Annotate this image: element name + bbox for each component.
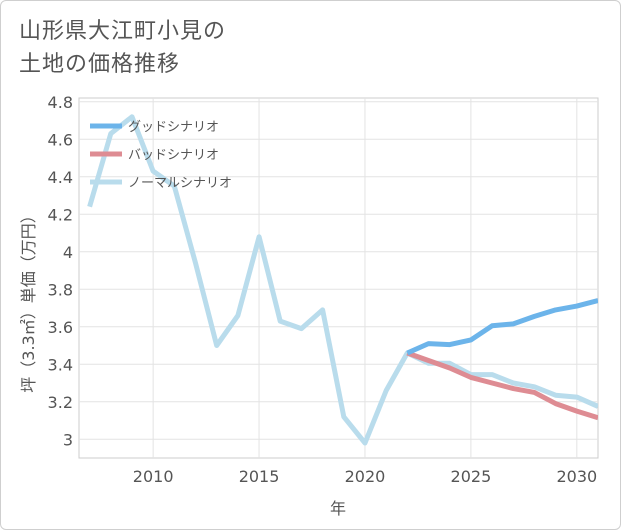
y-axis-label: 坪（3.3㎡）単価（万円）	[19, 207, 38, 392]
y-tick-label: 4.2	[48, 205, 73, 224]
y-tick-label: 4	[63, 243, 73, 262]
chart-title-line1: 山形県大江町小見の	[19, 19, 227, 44]
x-tick-label: 2010	[133, 467, 174, 486]
y-tick-label: 4.8	[48, 93, 73, 112]
x-tick-label: 2025	[451, 467, 492, 486]
series-line-0	[406, 298, 598, 356]
grid	[79, 98, 598, 458]
y-tick-label: 3.8	[48, 280, 73, 299]
y-tick-label: 3.2	[48, 393, 73, 412]
y-tick-label: 4.4	[48, 168, 73, 187]
y-tick-label: 4.6	[48, 130, 73, 149]
x-tick-label: 2020	[345, 467, 386, 486]
legend-label: ノーマルシナリオ	[128, 176, 232, 191]
x-axis-label: 年	[330, 499, 346, 518]
chart-title: 山形県大江町小見の 土地の価格推移	[19, 15, 226, 81]
y-tick-label: 3.6	[48, 318, 73, 337]
series-line-1	[406, 350, 598, 421]
x-tick-label: 2015	[239, 467, 280, 486]
legend-label: グッドシナリオ	[128, 120, 219, 135]
chart-title-line2: 土地の価格推移	[19, 52, 181, 77]
series-line-2	[87, 114, 598, 446]
series-layer	[87, 114, 598, 446]
y-tick-label: 3.4	[48, 355, 73, 374]
x-tick-label: 2030	[556, 467, 597, 486]
y-tick-label: 3	[63, 430, 73, 449]
axes: 3 3.2 3.4 3.6 3.8 4 4.2 4.4 4.6 4.8 2010 2015 2020 20…	[48, 93, 598, 486]
legend-label: バッドシナリオ	[128, 148, 219, 163]
